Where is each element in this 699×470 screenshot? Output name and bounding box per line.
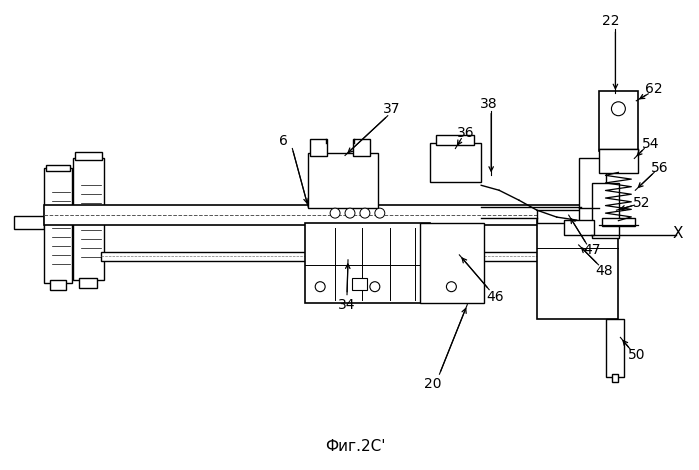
- Bar: [537, 220, 619, 320]
- Bar: [429, 142, 481, 182]
- Circle shape: [375, 208, 384, 218]
- Circle shape: [360, 208, 370, 218]
- Circle shape: [345, 208, 355, 218]
- Text: 56: 56: [651, 161, 669, 175]
- Text: 52: 52: [633, 196, 650, 210]
- Text: 54: 54: [642, 137, 659, 150]
- Bar: [75, 152, 103, 160]
- Circle shape: [370, 282, 380, 292]
- Text: 37: 37: [383, 102, 401, 116]
- Bar: [46, 165, 70, 172]
- Bar: [598, 91, 638, 150]
- Bar: [436, 134, 474, 145]
- Bar: [50, 280, 66, 290]
- Text: X: X: [673, 226, 684, 241]
- Text: 6: 6: [279, 133, 288, 148]
- Bar: [419, 223, 484, 303]
- Bar: [73, 158, 104, 280]
- Text: 47: 47: [584, 243, 601, 257]
- Circle shape: [330, 208, 340, 218]
- Text: 34: 34: [338, 298, 356, 312]
- Text: 22: 22: [602, 14, 619, 28]
- Bar: [44, 205, 600, 225]
- Bar: [101, 252, 593, 261]
- Text: 38: 38: [480, 97, 498, 111]
- Circle shape: [447, 282, 456, 292]
- Text: Фиг.2C': Фиг.2C': [325, 439, 385, 454]
- Bar: [612, 374, 619, 382]
- Bar: [579, 158, 607, 223]
- Text: 46: 46: [487, 290, 504, 304]
- Bar: [591, 183, 619, 238]
- Bar: [305, 223, 429, 303]
- Bar: [537, 210, 619, 223]
- Text: 20: 20: [424, 377, 441, 391]
- Bar: [607, 320, 624, 377]
- Bar: [563, 220, 593, 235]
- Bar: [308, 154, 378, 208]
- Text: 62: 62: [645, 82, 663, 96]
- Bar: [353, 139, 370, 157]
- Text: 48: 48: [596, 264, 613, 278]
- Bar: [352, 278, 367, 290]
- Text: 50: 50: [628, 348, 645, 362]
- Bar: [78, 278, 96, 288]
- Bar: [602, 218, 635, 226]
- Bar: [14, 216, 44, 229]
- Circle shape: [315, 282, 325, 292]
- Circle shape: [612, 102, 626, 116]
- Bar: [310, 139, 327, 157]
- Bar: [598, 149, 638, 173]
- Text: 36: 36: [456, 125, 474, 140]
- Bar: [44, 168, 72, 283]
